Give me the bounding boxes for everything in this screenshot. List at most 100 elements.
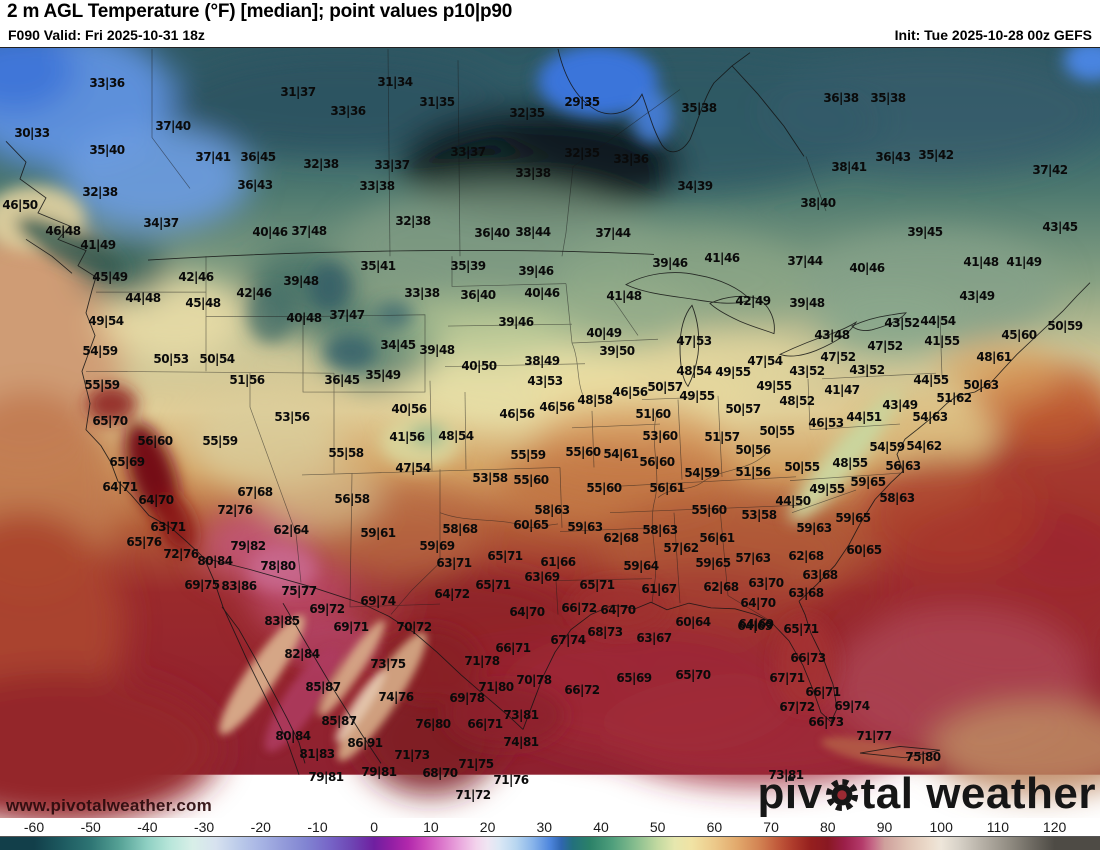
point-value: 35|38 [681, 101, 717, 115]
point-value: 41|56 [389, 430, 425, 444]
point-value: 44|48 [125, 291, 161, 305]
point-value: 51|56 [735, 465, 771, 479]
point-value: 46|53 [808, 416, 844, 430]
point-value: 55|59 [510, 448, 546, 462]
colorbar-tick: -60 [23, 819, 45, 835]
colorbar [0, 836, 1100, 850]
point-value: 73|81 [768, 768, 804, 782]
point-value: 33|38 [359, 179, 395, 193]
point-value: 65|71 [487, 549, 523, 563]
point-value: 56|60 [639, 455, 675, 469]
point-value: 35|42 [918, 148, 954, 162]
point-value: 37|48 [291, 224, 327, 238]
colorbar-tick: 40 [593, 819, 609, 835]
point-value: 63|69 [524, 570, 560, 584]
colorbar-tick: 30 [536, 819, 553, 835]
point-value: 36|43 [875, 150, 911, 164]
point-value: 36|40 [474, 226, 510, 240]
point-value: 74|76 [378, 690, 414, 704]
point-value: 58|63 [534, 503, 570, 517]
point-value: 39|50 [599, 344, 635, 358]
point-value: 63|70 [748, 576, 784, 590]
point-value: 83|86 [221, 579, 257, 593]
point-value: 66|73 [808, 715, 844, 729]
point-value: 45|49 [92, 270, 128, 284]
point-value: 49|55 [756, 379, 792, 393]
point-value: 62|68 [603, 531, 639, 545]
point-value: 58|63 [642, 523, 678, 537]
state-borders [85, 48, 943, 623]
point-value: 50|57 [725, 402, 761, 416]
map-shading [0, 48, 1100, 819]
point-value: 33|36 [613, 152, 649, 166]
point-value: 39|48 [789, 296, 825, 310]
point-value: 53|60 [642, 429, 678, 443]
point-value: 33|37 [450, 145, 486, 159]
point-value: 40|56 [391, 402, 427, 416]
point-value: 79|81 [308, 770, 344, 784]
point-value: 66|72 [564, 683, 600, 697]
point-value: 55|58 [328, 446, 364, 460]
point-value: 73|75 [370, 657, 406, 671]
point-value: 66|71 [495, 641, 531, 655]
point-value: 64|70 [740, 596, 776, 610]
point-value: 48|55 [832, 456, 868, 470]
point-value: 54|59 [684, 466, 720, 480]
point-value: 48|52 [779, 394, 815, 408]
point-value: 36|45 [240, 150, 276, 164]
valid-time-text: F090 Valid: Fri 2025-10-31 18z [8, 27, 205, 43]
point-value: 48|54 [676, 364, 712, 378]
point-value: 64|69 [737, 619, 773, 633]
point-value: 59|65 [695, 556, 731, 570]
point-value: 31|35 [419, 95, 455, 109]
colorbar-tick: -10 [307, 819, 328, 835]
point-value: 54|61 [603, 447, 639, 461]
point-value: 65|69 [109, 455, 145, 469]
point-value: 44|54 [920, 314, 956, 328]
colorbar-tick: 110 [986, 819, 1010, 835]
point-value: 83|85 [264, 614, 300, 628]
point-value: 38|41 [831, 160, 867, 174]
point-value: 49|55 [679, 389, 715, 403]
colorbar-tick: -20 [250, 819, 271, 835]
point-value: 62|68 [703, 580, 739, 594]
point-value: 35|49 [365, 368, 401, 382]
point-value: 34|39 [677, 179, 713, 193]
point-value: 39|46 [498, 315, 534, 329]
point-value: 72|76 [217, 503, 253, 517]
point-value: 50|57 [647, 380, 683, 394]
point-value: 36|45 [324, 373, 360, 387]
point-value: 42|46 [178, 270, 214, 284]
point-value: 57|62 [663, 541, 699, 555]
point-value: 53|56 [274, 410, 310, 424]
point-value: 67|68 [237, 485, 273, 499]
point-value: 86|91 [347, 736, 383, 750]
point-value: 66|71 [805, 685, 841, 699]
point-value: 71|78 [464, 654, 500, 668]
colorbar-tick: 100 [929, 819, 953, 835]
point-value: 45|60 [1001, 328, 1037, 342]
point-value: 39|45 [907, 225, 943, 239]
point-value: 40|46 [524, 286, 560, 300]
point-value: 41|49 [1006, 255, 1042, 269]
point-value: 37|44 [787, 254, 823, 268]
point-value: 79|82 [230, 539, 266, 553]
point-value: 42|46 [236, 286, 272, 300]
point-value: 38|49 [524, 354, 560, 368]
point-value: 85|87 [305, 680, 341, 694]
point-value: 41|47 [824, 383, 860, 397]
point-value: 67|72 [779, 700, 815, 714]
header: 2 m AGL Temperature (°F) [median]; point… [0, 0, 1100, 47]
point-value: 51|56 [229, 373, 265, 387]
point-value: 69|71 [333, 620, 369, 634]
point-value: 40|46 [252, 225, 288, 239]
point-value: 54|62 [906, 439, 942, 453]
point-value: 42|49 [735, 294, 771, 308]
colorbar-tick: 20 [479, 819, 496, 835]
point-value: 45|48 [185, 296, 221, 310]
point-value: 61|67 [641, 582, 677, 596]
point-value: 49|54 [88, 314, 124, 328]
point-value: 59|63 [567, 520, 603, 534]
point-value: 66|72 [561, 601, 597, 615]
colorbar-tick: 10 [423, 819, 439, 835]
